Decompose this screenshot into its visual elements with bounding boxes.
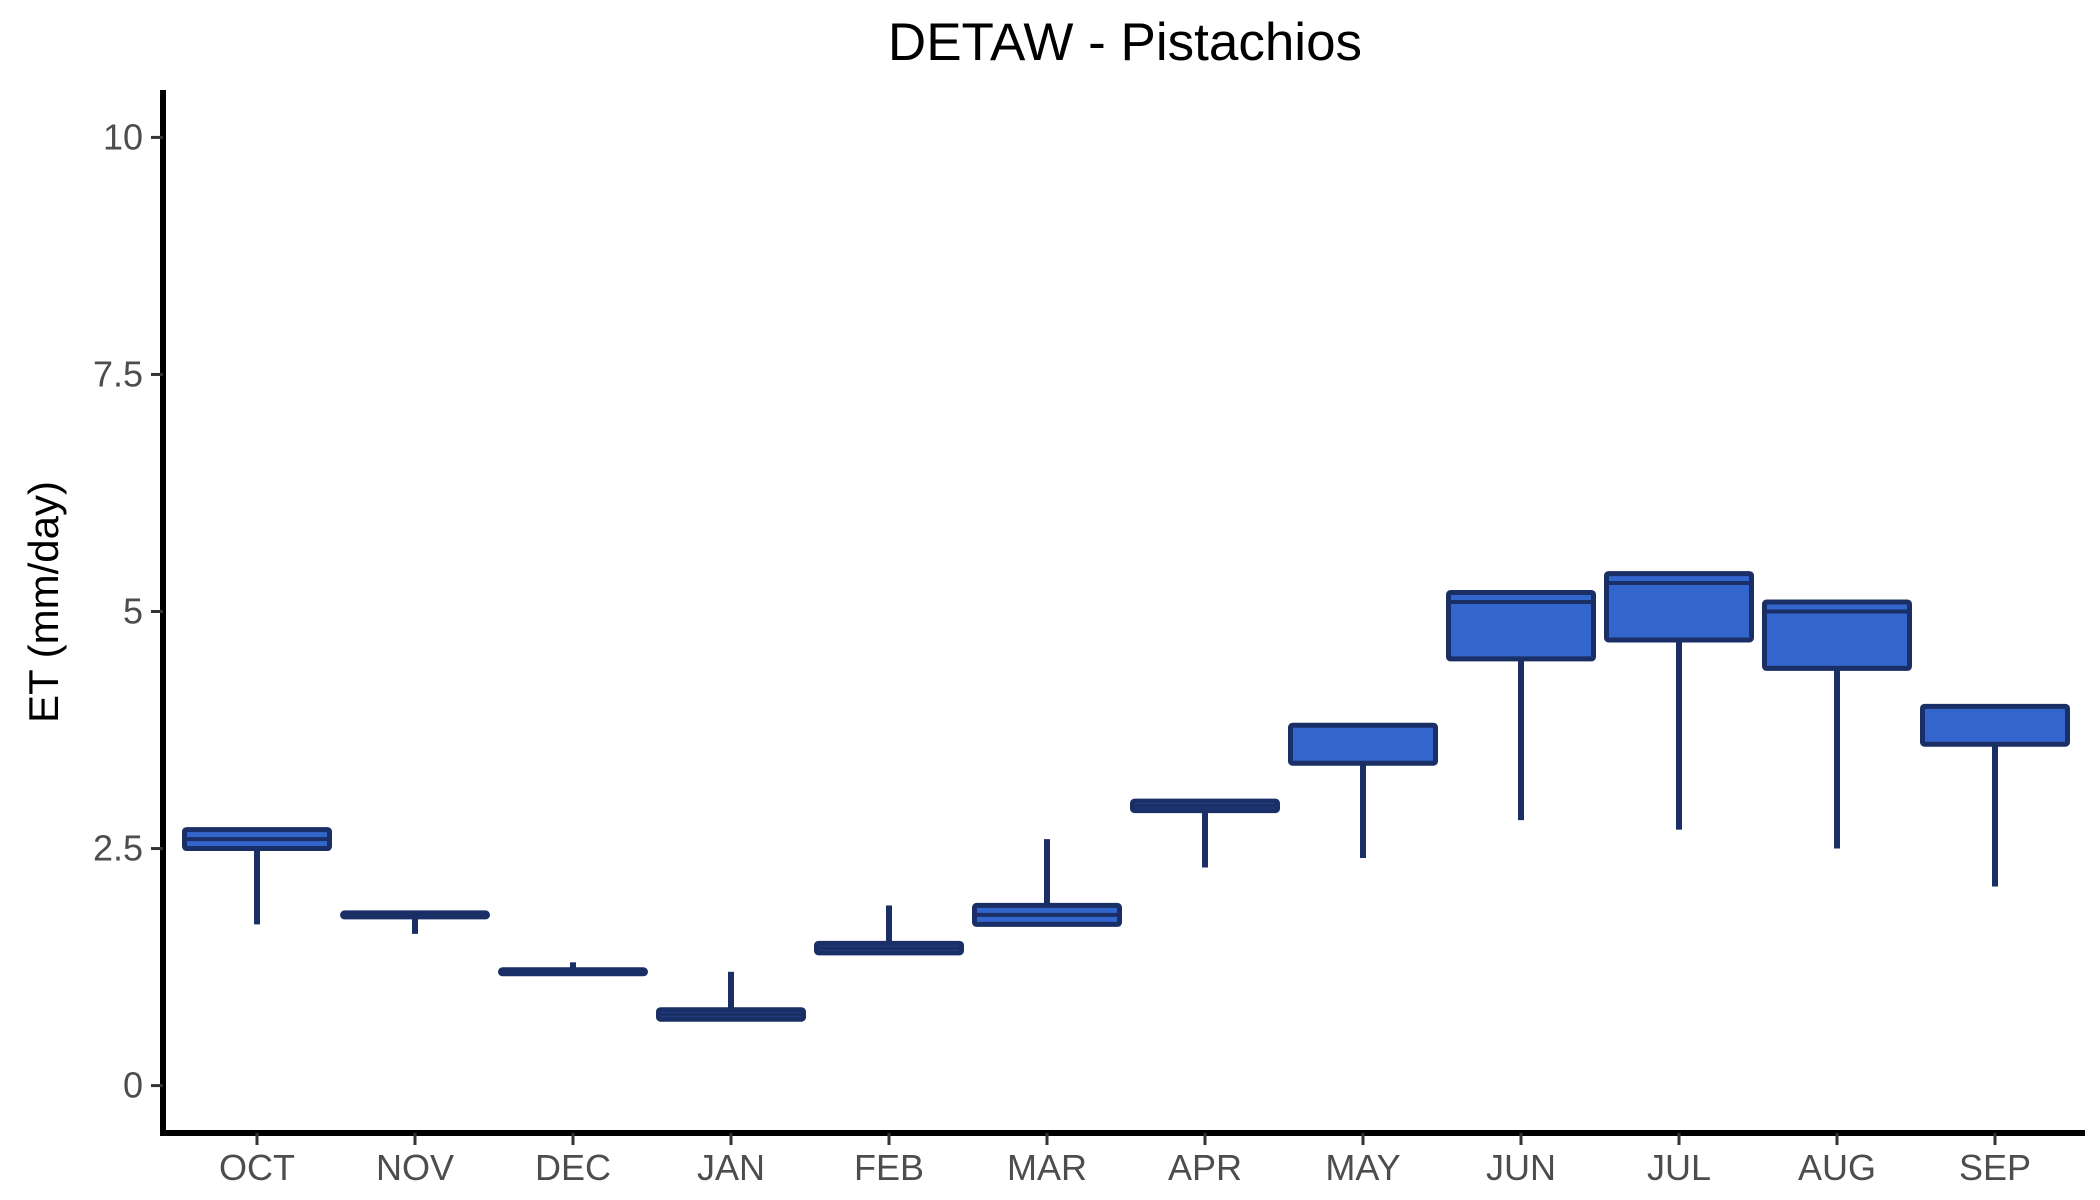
x-tick-label: AUG: [1798, 1147, 1876, 1188]
box-dec: [498, 962, 648, 977]
box-jul: [1604, 571, 1754, 830]
x-tick-label: NOV: [376, 1147, 454, 1188]
box-aug: [1762, 599, 1912, 849]
x-tick-label: OCT: [219, 1147, 295, 1188]
box-mar: [972, 839, 1122, 927]
box-apr: [1130, 798, 1280, 868]
y-tick-label: 2.5: [93, 828, 143, 869]
box-body: [1920, 703, 2070, 747]
box-may: [1288, 722, 1438, 859]
plot-area: 0 2.5 5 7.5 10 OCT NOV DEC JAN FEB MAR APR MAY JUN JUL…: [93, 90, 2085, 1188]
box-sep: [1920, 703, 2070, 887]
box-jan: [656, 971, 806, 1022]
box-nov: [340, 910, 490, 934]
x-tick-label: JUN: [1486, 1147, 1556, 1188]
x-tick-label: MAR: [1007, 1147, 1087, 1188]
box-jun: [1446, 590, 1596, 821]
x-tick-label: MAY: [1325, 1147, 1400, 1188]
y-tick-label: 10: [103, 116, 143, 157]
x-tick-label: JAN: [697, 1147, 765, 1188]
y-tick-label: 7.5: [93, 353, 143, 394]
chart-title: DETAW - Pistachios: [888, 13, 1362, 72]
y-axis-label: ET (mm/day): [20, 481, 67, 723]
y-tick-label: 5: [123, 591, 143, 632]
y-tick-label: 0: [123, 1065, 143, 1106]
x-tick-label: DEC: [535, 1147, 611, 1188]
x-tick-label: SEP: [1959, 1147, 2031, 1188]
box-feb: [814, 905, 964, 956]
x-tick-label: APR: [1168, 1147, 1242, 1188]
box-body: [1762, 599, 1912, 671]
box-oct: [182, 827, 332, 925]
box-body: [1446, 590, 1596, 662]
box-body: [1604, 571, 1754, 643]
x-tick-label: FEB: [854, 1147, 924, 1188]
box-body: [1288, 722, 1438, 766]
x-tick-label: JUL: [1647, 1147, 1711, 1188]
